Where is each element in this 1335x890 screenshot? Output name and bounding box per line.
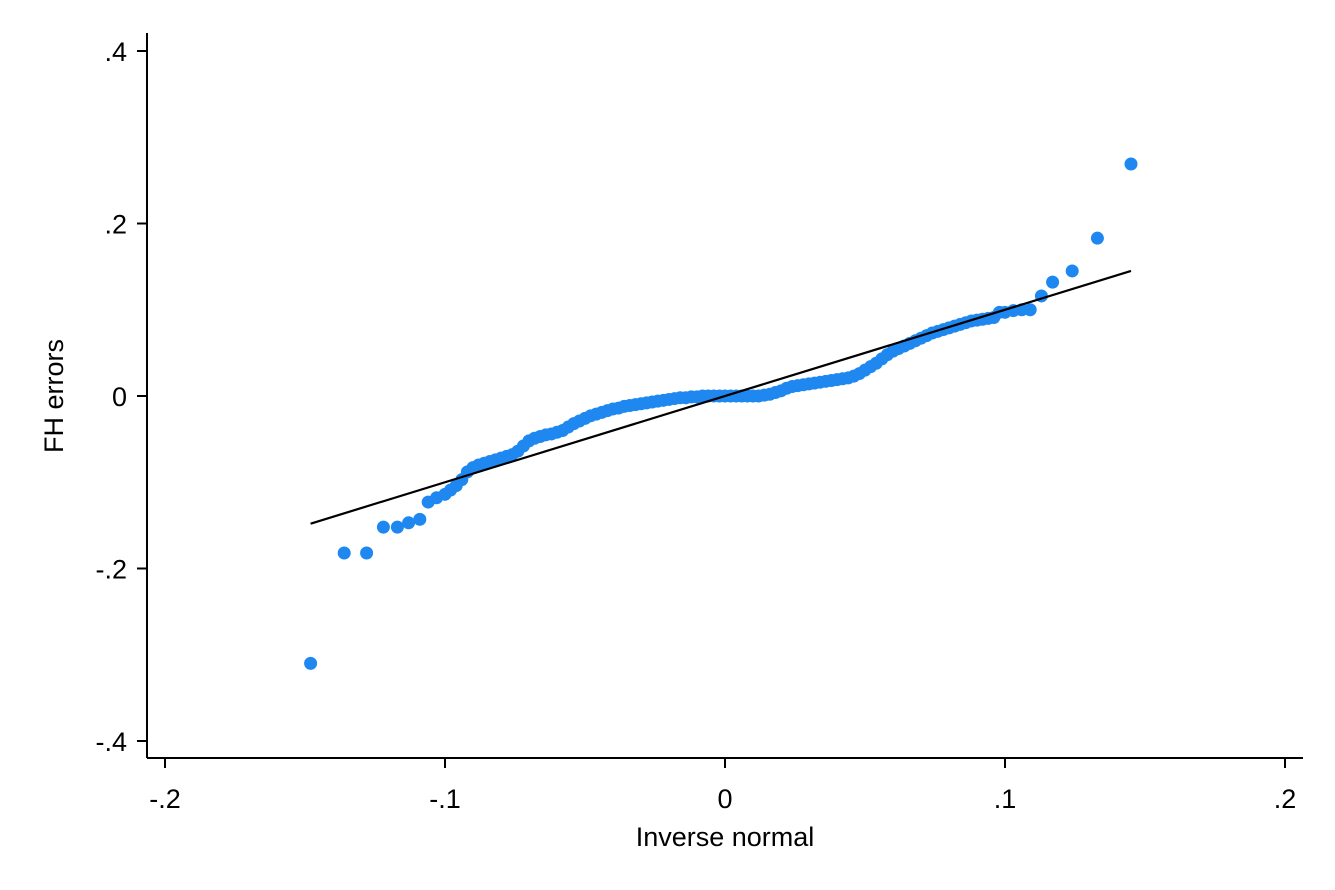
data-point [1023,303,1037,317]
data-point [402,516,416,530]
x-tick-label: .1 [994,784,1017,814]
data-points [304,157,1138,670]
y-tick-label: .4 [104,37,127,67]
axes: -.4 -.2 0 .2 .4 -.2 -.1 0 .1 .2 [95,33,1303,814]
y-axis-title: FH errors [39,339,69,453]
data-point [1090,231,1104,245]
y-tick-label: -.2 [95,555,127,585]
x-tick-label: -.2 [149,784,181,814]
reference-line [310,269,1132,525]
reference-line-group [310,269,1132,525]
data-point [337,546,351,560]
y-tick-label: .2 [104,210,127,240]
data-point [1046,275,1060,289]
x-tick-label: .2 [1274,784,1297,814]
data-point [1065,264,1079,278]
data-point [390,520,404,534]
data-point [376,520,390,534]
data-point [304,656,318,670]
data-point [413,512,427,526]
x-axis-title: Inverse normal [636,822,815,852]
x-tick-label: -.1 [429,784,461,814]
data-point [360,546,374,560]
y-tick-label: 0 [112,382,127,412]
y-tick-label: -.4 [95,727,127,757]
data-point [1124,157,1138,171]
x-tick-label: 0 [717,784,732,814]
